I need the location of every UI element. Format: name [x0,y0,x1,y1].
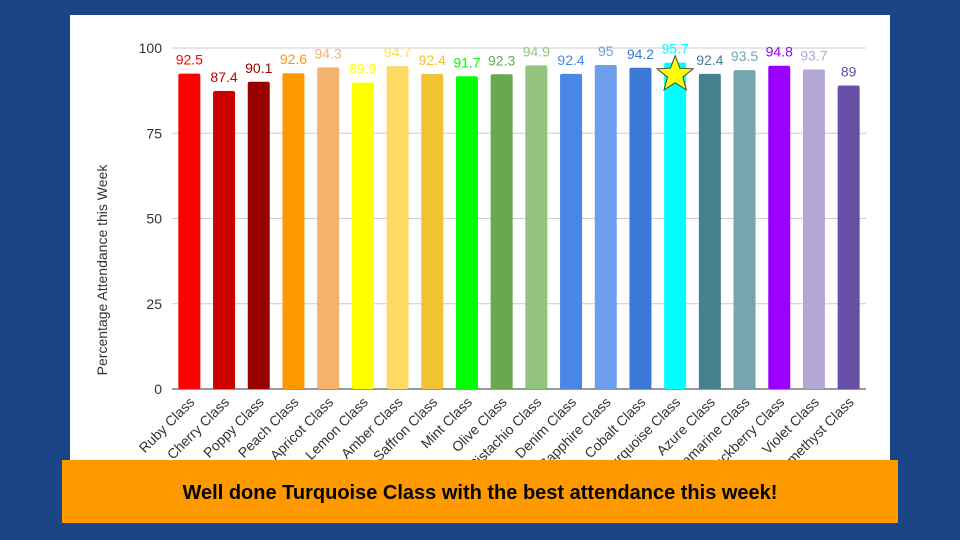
bar [802,69,825,389]
y-tick-label: 75 [146,125,162,141]
value-label: 94.2 [627,46,654,62]
y-tick-label: 25 [146,296,162,312]
value-label: 91.7 [453,54,480,70]
value-label: 94.7 [384,44,411,60]
bar [733,70,756,389]
bar [698,73,721,389]
bar [213,90,236,389]
y-tick-label: 100 [139,40,163,56]
y-axis-title: Percentage Attendance this Week [94,164,110,376]
value-label: 90.1 [245,60,272,76]
bar [247,81,270,389]
value-label: 94.3 [315,45,342,61]
value-label: 95.7 [662,41,689,57]
bar [178,73,201,389]
bar [317,67,340,389]
bar [351,82,374,389]
bar [490,74,513,389]
bar [664,62,687,390]
bar [525,65,548,390]
bar [386,66,409,389]
bar [629,67,652,389]
y-tick-label: 0 [154,381,162,397]
banner [62,460,898,523]
banner-text: Well done Turquoise Class with the best … [183,482,778,504]
bar [455,76,478,389]
star [655,54,695,92]
value-label: 93.7 [800,47,827,63]
value-label: 95 [598,43,614,59]
value-label: 92.3 [488,52,515,68]
value-label: 92.4 [557,52,584,68]
value-label: 94.8 [766,44,793,60]
value-label: 92.6 [280,51,307,67]
value-label: 92.5 [176,52,203,68]
bar [768,65,791,390]
bar [421,73,444,389]
bar [594,65,617,390]
value-label: 89.9 [349,60,376,76]
bar [282,73,305,389]
value-label: 92.4 [419,52,446,68]
value-label: 92.4 [696,52,723,68]
value-label: 94.9 [523,43,550,59]
value-label: 89 [841,64,857,80]
y-tick-label: 50 [146,211,162,227]
value-label: 87.4 [210,69,237,85]
bar [560,73,583,389]
value-label: 93.5 [731,48,758,64]
bar [837,85,860,389]
